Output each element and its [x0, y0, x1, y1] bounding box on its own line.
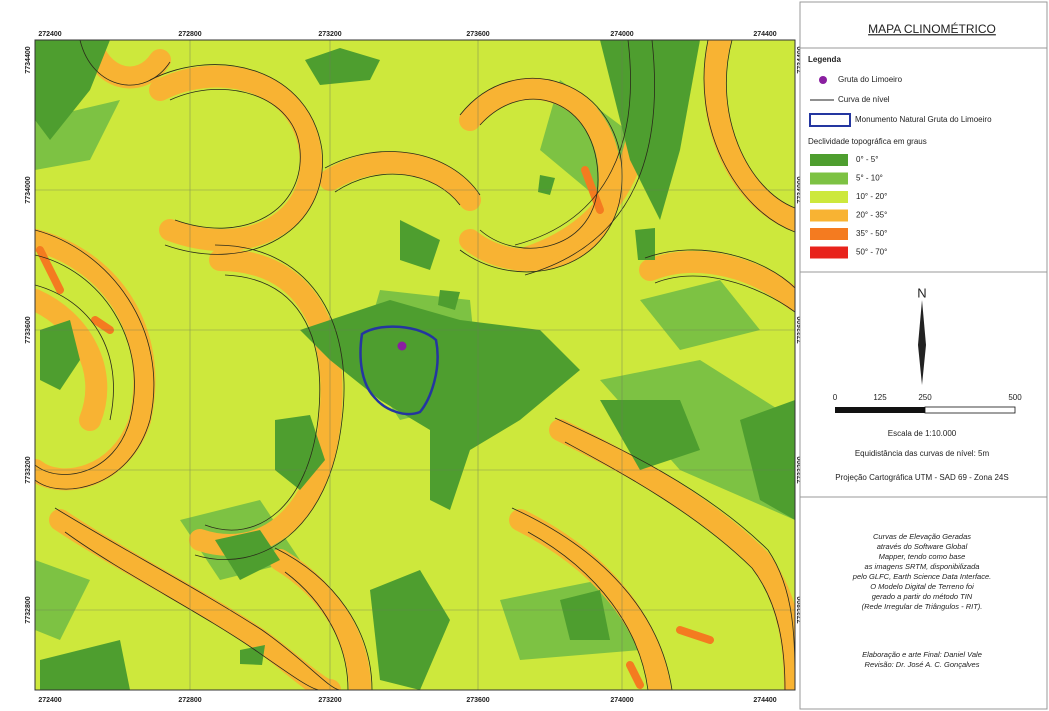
- bottom-coord: 274400: [753, 697, 776, 704]
- monument-boundary: [359, 325, 439, 416]
- left-coord: 7732800: [25, 596, 32, 623]
- class-label: 50° - 70°: [856, 248, 887, 257]
- note-line: O Modelo Digital de Terreno foi: [870, 582, 974, 591]
- legend-contour: Curva de nível: [838, 95, 890, 104]
- left-coord: 7733600: [25, 316, 32, 343]
- scale-bar: 0 125 250 500: [833, 393, 1022, 414]
- bottom-coord: 274000: [610, 697, 633, 704]
- class-label: 20° - 35°: [856, 211, 887, 220]
- left-coord: 7734000: [25, 176, 32, 203]
- class-swatch: [810, 154, 848, 166]
- note-line: pelo GLFC, Earth Science Data Interface.: [852, 572, 991, 581]
- left-coord: 7734400: [25, 46, 32, 73]
- bottom-coord: 273600: [466, 697, 489, 704]
- slope-map: [35, 40, 795, 690]
- map-border: [34, 39, 796, 691]
- monument-symbol: [809, 113, 851, 127]
- slope-classes: 0° - 5° 5° - 10° 10° - 20° 20° - 35° 35° - 5…: [810, 154, 887, 259]
- class-label: 35° - 50°: [856, 229, 887, 238]
- cave-symbol: [819, 76, 827, 84]
- credit-line: Elaboração e arte Final: Daniel Vale: [862, 650, 982, 659]
- top-coord: 272800: [178, 31, 201, 38]
- slope-title: Declividade topográfica em graus: [808, 137, 927, 146]
- contour-lines: [35, 40, 795, 690]
- scale-label: 250: [918, 393, 932, 402]
- legend-cave: Gruta do Limoeiro: [838, 75, 903, 84]
- class-label: 10° - 20°: [856, 192, 887, 201]
- top-coord: 273600: [466, 31, 489, 38]
- north-label: N: [917, 285, 926, 300]
- note-line: Mapper, tendo como base: [879, 552, 966, 561]
- north-arrow: [918, 300, 926, 385]
- side-panel: MAPA CLINOMÉTRICO Legenda Gruta do Limoe…: [799, 1, 1048, 710]
- map-frame: [34, 39, 796, 691]
- note-line: (Rede Irregular de Triângulos - RIT).: [862, 602, 983, 611]
- top-coord: 272400: [38, 31, 61, 38]
- class-0-5: [35, 40, 795, 690]
- bottom-coord: 273200: [318, 697, 341, 704]
- class-swatch: [810, 228, 848, 240]
- note-line: as imagens SRTM, disponibilizada: [865, 562, 980, 571]
- top-coord: 273200: [318, 31, 341, 38]
- bottom-coord: 272400: [38, 697, 61, 704]
- bottom-coord: 272800: [178, 697, 201, 704]
- note-line: através do Software Global: [877, 542, 968, 551]
- left-coord: 7733200: [25, 456, 32, 483]
- class-label: 5° - 10°: [856, 174, 883, 183]
- legend-monument: Monumento Natural Gruta do Limoeiro: [855, 115, 992, 124]
- note-line: gerado a partir do método TIN: [872, 592, 973, 601]
- scale-label: 125: [873, 393, 887, 402]
- class-swatch: [810, 209, 848, 222]
- credit-line: Revisão: Dr. José A. C. Gonçalves: [865, 660, 980, 669]
- top-coord: 274400: [753, 31, 776, 38]
- class-label: 0° - 5°: [856, 155, 878, 164]
- scale-label: 0: [833, 393, 838, 402]
- class-swatch: [810, 191, 848, 203]
- note-line: Curvas de Elevação Geradas: [873, 532, 971, 541]
- credits: Elaboração e arte Final: Daniel ValeRevi…: [862, 650, 982, 669]
- scale-text: Escala de 1:10.000: [888, 429, 957, 438]
- scale-label: 500: [1008, 393, 1022, 402]
- projection: Projeção Cartográfica UTM - SAD 69 - Zon…: [835, 473, 1008, 482]
- equidistance: Equidistância das curvas de nível: 5m: [855, 449, 990, 458]
- class-swatch: [810, 172, 848, 185]
- class-swatch: [810, 246, 848, 259]
- top-coord: 274000: [610, 31, 633, 38]
- legend-title: Legenda: [808, 55, 841, 64]
- cave-point: [397, 341, 407, 351]
- panel-title: MAPA CLINOMÉTRICO: [868, 21, 996, 36]
